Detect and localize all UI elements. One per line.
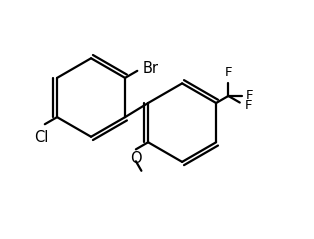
Text: O: O <box>130 151 142 166</box>
Text: F: F <box>246 89 254 103</box>
Text: F: F <box>245 99 252 112</box>
Text: Br: Br <box>143 61 159 76</box>
Text: Cl: Cl <box>35 130 49 145</box>
Text: F: F <box>225 66 232 79</box>
